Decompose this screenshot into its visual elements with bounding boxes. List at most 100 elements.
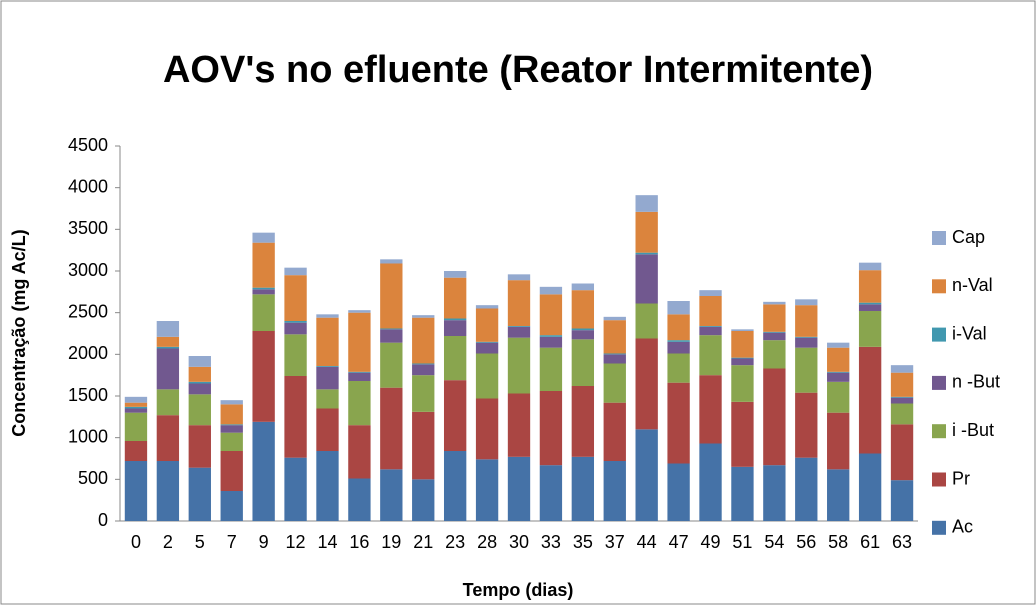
x-tick-label: 7: [227, 532, 237, 552]
bar-segment: [731, 358, 754, 366]
x-tick-label: 30: [509, 532, 529, 552]
x-axis-label: Tempo (dias): [463, 580, 574, 600]
bar-segment: [380, 259, 403, 264]
bar-segment: [380, 387, 403, 470]
bar-segment: [603, 402, 626, 461]
bar-segment: [124, 461, 148, 521]
bar-segment: [795, 337, 818, 348]
bar-segment: [571, 339, 595, 386]
legend-label: Cap: [952, 227, 985, 247]
bar-segment: [412, 479, 435, 521]
bar-segment: [252, 421, 275, 521]
y-tick-label: 4500: [68, 135, 108, 155]
bar-segment: [890, 396, 914, 398]
bar-segment: [667, 301, 690, 315]
bar-segment: [284, 267, 307, 276]
x-tick-label: 14: [317, 532, 337, 552]
bar-segment: [156, 461, 180, 521]
bar-segment: [795, 299, 818, 306]
y-tick-label: 4000: [68, 176, 108, 196]
bar-segment: [316, 366, 339, 390]
legend-swatch: [932, 472, 946, 487]
bar-segment: [412, 363, 435, 365]
legend-swatch: [932, 327, 946, 342]
bar-segment: [412, 364, 435, 376]
bar-segment: [667, 340, 690, 342]
bar-segment: [284, 321, 307, 323]
x-tick-label: 37: [605, 532, 625, 552]
bar-segment: [348, 381, 371, 426]
bar-segment: [443, 271, 467, 278]
bar-segment: [443, 451, 467, 521]
bar-segment: [412, 317, 435, 364]
bar-segment: [890, 397, 914, 404]
bar-segment: [220, 424, 243, 426]
bar-segment: [316, 366, 339, 367]
bar-segment: [699, 296, 722, 326]
bar-segment: [380, 469, 403, 521]
bar-segment: [220, 425, 243, 433]
x-tick-label: 54: [764, 532, 784, 552]
legend-swatch: [932, 375, 946, 390]
x-tick-label: 28: [477, 532, 497, 552]
y-tick-label: 3000: [68, 260, 108, 280]
bar-segment: [635, 252, 658, 255]
bar-segment: [858, 311, 882, 347]
bar-segment: [443, 380, 467, 451]
bar-segment: [316, 314, 339, 318]
bar-segment: [827, 412, 850, 470]
bar-segment: [731, 365, 754, 402]
bar-segment: [763, 340, 786, 369]
bar-segment: [603, 354, 626, 364]
y-tick-label: 2000: [68, 343, 108, 363]
x-tick-label: 44: [637, 532, 657, 552]
bar-segment: [316, 389, 339, 409]
y-tick-label: 3500: [68, 218, 108, 238]
y-axis-label: Concentração (mg Ac/L): [9, 229, 29, 436]
bar-segment: [156, 321, 180, 337]
bar-segment: [284, 376, 307, 458]
bar-segment: [827, 347, 850, 372]
x-tick-label: 16: [349, 532, 369, 552]
bar-segment: [412, 315, 435, 318]
legend-label: Ac: [952, 517, 973, 537]
bar-segment: [124, 402, 148, 407]
bar-segment: [731, 331, 754, 358]
bar-segment: [795, 392, 818, 458]
bar-segment: [188, 381, 211, 384]
bar-segment: [699, 326, 722, 336]
bar-segment: [539, 465, 563, 521]
bar-segment: [188, 356, 211, 367]
chart-title: AOV's no efluente (Reator Intermitente): [163, 49, 873, 91]
bar-segment: [443, 318, 467, 321]
bar-segment: [635, 211, 658, 253]
y-tick-label: 1000: [68, 426, 108, 446]
bar-segment: [348, 478, 371, 521]
y-tick-label: 500: [78, 468, 108, 488]
bar-segment: [795, 305, 818, 337]
bar-segment: [124, 406, 148, 409]
bar-segment: [348, 372, 371, 381]
bar-segment: [443, 277, 467, 319]
bar-segment: [316, 408, 339, 451]
bar-segment: [507, 274, 531, 281]
bar-segment: [763, 331, 786, 333]
x-tick-label: 61: [860, 532, 880, 552]
legend-swatch: [932, 279, 946, 294]
x-tick-label: 49: [701, 532, 721, 552]
bar-segment: [220, 451, 243, 491]
bar-segment: [699, 335, 722, 376]
legend-label: n -But: [952, 372, 1000, 392]
bar-segment: [539, 335, 563, 337]
bar-segment: [890, 372, 914, 397]
legend-label: i -But: [952, 420, 994, 440]
bar-segment: [220, 400, 243, 405]
bar-segment: [475, 342, 499, 354]
bar-segment: [380, 342, 403, 388]
bar-segment: [795, 336, 818, 338]
bar-segment: [156, 389, 180, 416]
y-tick-label: 0: [98, 510, 108, 530]
x-tick-label: 0: [131, 532, 141, 552]
x-tick-label: 63: [892, 532, 912, 552]
bar-segment: [827, 342, 850, 348]
